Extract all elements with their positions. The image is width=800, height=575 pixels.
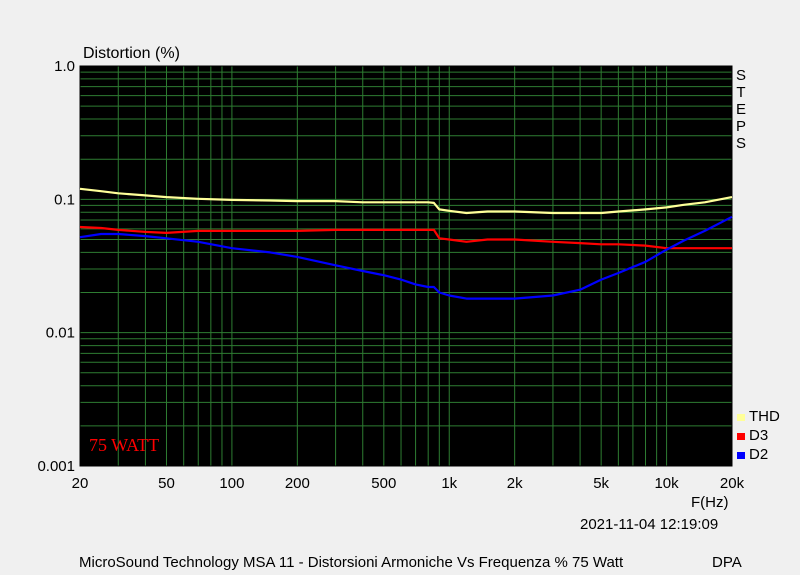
legend-swatch-d2 bbox=[737, 452, 745, 459]
series-lines bbox=[79, 187, 733, 300]
series-line-thd bbox=[79, 187, 733, 215]
legend-swatch-d3 bbox=[737, 433, 745, 440]
steps-letter: S bbox=[736, 135, 746, 152]
x-tick-label: 100 bbox=[219, 475, 244, 492]
y-tick-label: 0.01 bbox=[46, 325, 75, 342]
x-tick-label: 5k bbox=[593, 475, 609, 492]
x-tick-label: 200 bbox=[285, 475, 310, 492]
steps-letter: T bbox=[736, 84, 745, 101]
y-tick-label: 0.001 bbox=[37, 458, 75, 475]
timestamp: 2021-11-04 12:19:09 bbox=[580, 516, 718, 533]
x-tick-label: 20 bbox=[72, 475, 89, 492]
legend-label-d2: D2 bbox=[749, 446, 768, 463]
plot-area bbox=[79, 65, 733, 467]
x-tick-label: 500 bbox=[371, 475, 396, 492]
y-tick-label: 0.1 bbox=[54, 191, 75, 208]
legend-label-thd: THD bbox=[749, 408, 780, 425]
plot-border bbox=[79, 65, 733, 467]
x-tick-label: 2k bbox=[507, 475, 523, 492]
x-tick-label: 50 bbox=[158, 475, 175, 492]
steps-letter: S bbox=[736, 67, 746, 84]
y-tick-labels: 1.0 0.1 0.01 0.001 bbox=[37, 58, 75, 475]
legend-label-d3: D3 bbox=[749, 427, 768, 444]
x-tick-label: 1k bbox=[441, 475, 457, 492]
steps-letter: P bbox=[736, 118, 746, 135]
series-line-d2 bbox=[79, 215, 733, 300]
x-axis-title: F(Hz) bbox=[691, 494, 729, 511]
x-tick-labels: 20 50 100 200 500 1k 2k 5k 10k 20k bbox=[72, 475, 745, 492]
x-tick-label: 10k bbox=[654, 475, 679, 492]
legend-swatch-thd bbox=[737, 414, 745, 421]
power-annotation: 75 WATT bbox=[89, 435, 159, 455]
footer-tag: DPA bbox=[712, 554, 742, 571]
steps-letter: E bbox=[736, 101, 746, 118]
series-line-d3 bbox=[79, 225, 732, 250]
legend: THD D3 D2 bbox=[737, 408, 780, 463]
y-tick-label: 1.0 bbox=[54, 58, 75, 75]
y-axis-title: Distortion (%) bbox=[83, 45, 180, 62]
x-tick-label: 20k bbox=[720, 475, 745, 492]
footer-caption: MicroSound Technology MSA 11 - Distorsio… bbox=[79, 554, 624, 571]
